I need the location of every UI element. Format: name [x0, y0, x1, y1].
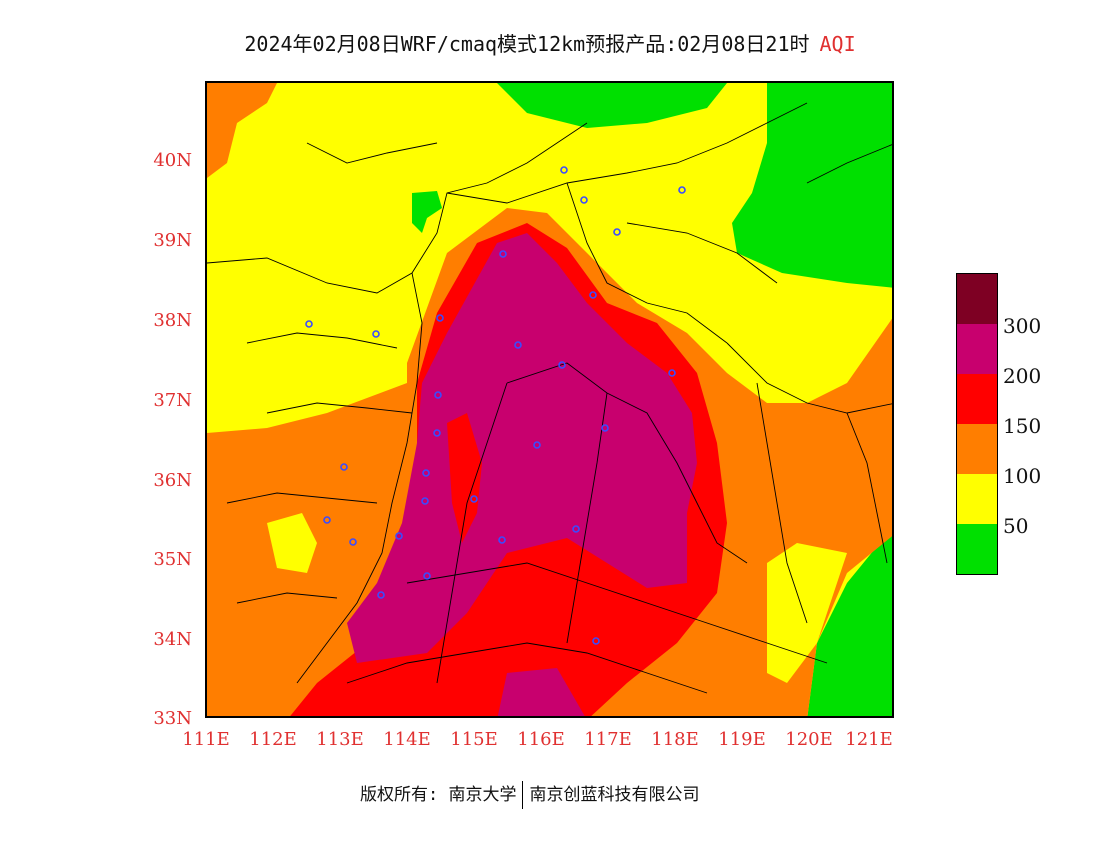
city-marker — [533, 441, 541, 449]
city-marker — [372, 330, 380, 338]
legend-swatch-moderate — [957, 474, 997, 524]
lat-label-37n: 37N — [153, 390, 192, 411]
city-marker — [423, 572, 431, 580]
legend-swatch-sensitive — [957, 424, 997, 474]
city-marker — [422, 469, 430, 477]
aqi-zone-sensitive-nw — [207, 83, 277, 178]
lat-label-33n: 33N — [153, 708, 192, 729]
aqi-zone-moderate-east — [767, 543, 847, 683]
legend-label-300: 300 — [1003, 314, 1042, 338]
aqi-map-canvas — [207, 83, 892, 716]
aqi-zone-very-unhealthy-south — [497, 668, 585, 716]
aqi-legend — [956, 273, 998, 575]
city-marker — [305, 320, 313, 328]
city-marker — [499, 250, 507, 258]
aqi-zone-unhealthy-inner — [447, 413, 482, 543]
legend-swatch-very-unhealthy — [957, 324, 997, 374]
city-marker — [377, 591, 385, 599]
city-marker — [434, 391, 442, 399]
legend-label-150: 150 — [1003, 414, 1042, 438]
legend-label-100: 100 — [1003, 464, 1042, 488]
copyright-left: 版权所有: 南京大学 — [360, 785, 517, 805]
map-title: 2024年02月08日WRF/cmaq模式12km预报产品:02月08日21时 A… — [0, 28, 1100, 57]
lon-label-111e: 111E — [182, 729, 230, 750]
legend-swatch-hazardous — [957, 274, 997, 324]
city-marker — [613, 228, 621, 236]
city-marker — [592, 637, 600, 645]
lon-label-118e: 118E — [651, 729, 699, 750]
aqi-zone-good-southeast — [807, 527, 892, 716]
lon-label-121e: 121E — [845, 729, 893, 750]
city-marker — [436, 314, 444, 322]
aqi-zone-good-northeast — [732, 83, 892, 288]
lat-label-39n: 39N — [153, 230, 192, 251]
lon-label-117e: 117E — [584, 729, 632, 750]
city-markers — [305, 166, 686, 645]
city-marker — [498, 536, 506, 544]
legend-swatch-good — [957, 524, 997, 574]
lon-label-119e: 119E — [718, 729, 766, 750]
city-marker — [514, 341, 522, 349]
lon-label-115e: 115E — [450, 729, 498, 750]
city-marker — [395, 532, 403, 540]
city-marker — [349, 538, 357, 546]
lat-label-38n: 38N — [153, 310, 192, 331]
lat-label-34n: 34N — [153, 629, 192, 650]
city-marker — [470, 495, 478, 503]
lon-label-112e: 112E — [249, 729, 297, 750]
aqi-zone-moderate-pocket — [267, 513, 317, 573]
city-marker — [323, 516, 331, 524]
aqi-zone-good-small — [412, 191, 442, 233]
legend-label-200: 200 — [1003, 364, 1042, 388]
copyright-right: 南京创蓝科技有限公司 — [529, 785, 700, 805]
aqi-zone-very-unhealthy — [347, 233, 697, 663]
city-marker — [589, 291, 597, 299]
legend-swatch-unhealthy — [957, 374, 997, 424]
city-marker — [558, 361, 566, 369]
city-marker — [421, 497, 429, 505]
city-marker — [580, 196, 588, 204]
city-marker — [560, 166, 568, 174]
admin-boundaries — [207, 102, 892, 694]
title-text: 2024年02月08日WRF/cmaq模式12km预报产品:02月08日21时 — [244, 32, 810, 56]
lat-label-40n: 40N — [153, 150, 192, 171]
lon-label-114e: 114E — [383, 729, 431, 750]
lon-label-116e: 116E — [517, 729, 565, 750]
copyright-footer: 版权所有: 南京大学 南京创蓝科技有限公司 — [360, 780, 699, 809]
city-marker — [340, 463, 348, 471]
aqi-map — [205, 81, 894, 718]
city-marker — [433, 429, 441, 437]
lat-label-35n: 35N — [153, 549, 192, 570]
lon-label-120e: 120E — [785, 729, 833, 750]
legend-label-50: 50 — [1003, 514, 1029, 538]
title-variable: AQI — [819, 32, 856, 56]
city-marker — [668, 369, 676, 377]
lon-label-113e: 113E — [316, 729, 364, 750]
lat-label-36n: 36N — [153, 470, 192, 491]
city-marker — [678, 186, 686, 194]
city-marker — [601, 424, 609, 432]
aqi-zone-good-north — [497, 83, 727, 128]
footer-divider — [522, 781, 524, 809]
city-marker — [572, 525, 580, 533]
